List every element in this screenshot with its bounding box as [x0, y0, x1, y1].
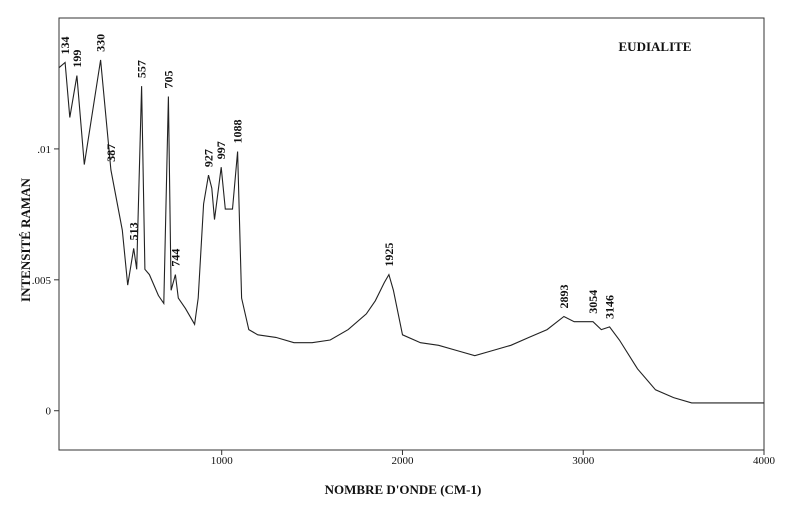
peak-label: 3146 — [603, 295, 617, 319]
peak-label: 997 — [214, 141, 228, 159]
y-tick-label: .005 — [32, 275, 52, 287]
peak-label: 387 — [104, 144, 118, 162]
y-tick-label: 0 — [46, 406, 52, 418]
peak-label: 3054 — [586, 290, 600, 314]
peak-label: 134 — [58, 37, 72, 55]
plot-frame — [58, 17, 765, 451]
peak-label: 557 — [135, 60, 149, 78]
spectrum-line — [58, 59, 764, 404]
chart-title: EUDIALITE — [619, 39, 692, 54]
peak-label: 927 — [201, 149, 215, 167]
x-tick-label: 1000 — [211, 455, 234, 467]
peak-label: 2893 — [557, 284, 571, 308]
peak-label: 1925 — [382, 243, 396, 267]
x-tick-label: 4000 — [753, 455, 776, 467]
x-tick-label: 2000 — [391, 455, 414, 467]
x-tick-label: 3000 — [572, 455, 595, 467]
peak-label: 1088 — [231, 120, 245, 144]
peak-label: 199 — [70, 50, 84, 68]
peak-label: 705 — [161, 71, 175, 89]
y-axis-label: INTENSITÉ RAMAN — [18, 177, 33, 301]
peak-label: 744 — [168, 249, 182, 267]
peak-label: 513 — [127, 222, 141, 240]
x-axis-label: NOMBRE D'ONDE (CM-1) — [325, 482, 482, 497]
peak-label: 330 — [94, 34, 108, 52]
y-tick-label: .01 — [37, 144, 51, 156]
